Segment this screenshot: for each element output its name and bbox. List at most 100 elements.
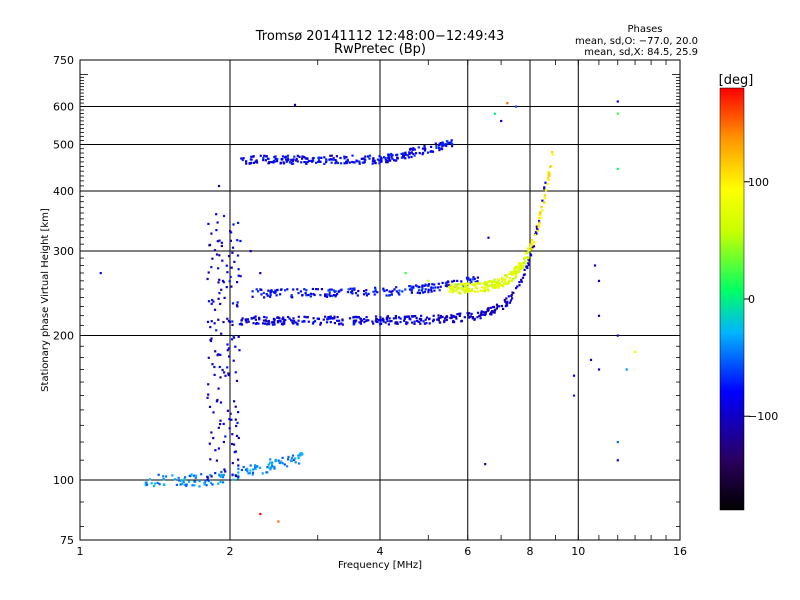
data-point	[192, 474, 195, 477]
data-point	[463, 289, 466, 293]
data-point	[431, 150, 434, 153]
data-point	[385, 289, 388, 292]
data-point	[386, 315, 389, 318]
data-point	[233, 400, 236, 403]
data-point	[220, 244, 223, 248]
data-point	[501, 276, 504, 279]
data-point	[233, 451, 236, 454]
data-point	[497, 284, 500, 287]
data-point	[268, 323, 271, 326]
data-point	[352, 287, 355, 290]
data-point	[507, 281, 510, 284]
data-point	[548, 173, 551, 176]
data-point	[226, 366, 229, 369]
data-point	[312, 156, 315, 160]
data-point	[458, 291, 461, 294]
data-point	[183, 478, 186, 481]
data-point	[234, 418, 237, 421]
data-point	[210, 302, 213, 305]
data-point	[376, 158, 379, 161]
data-point	[493, 311, 496, 314]
data-point	[388, 317, 391, 320]
data-point	[481, 289, 484, 292]
data-point	[476, 290, 479, 293]
data-point	[518, 266, 521, 269]
data-point	[451, 291, 454, 294]
data-point	[301, 155, 304, 158]
data-point	[240, 157, 243, 160]
data-point	[472, 276, 475, 279]
data-point	[211, 298, 214, 302]
data-point	[399, 317, 402, 320]
data-point	[333, 317, 336, 320]
data-point	[450, 141, 453, 144]
data-point	[325, 159, 328, 162]
data-point	[515, 287, 518, 290]
data-point	[539, 212, 542, 215]
data-point	[430, 286, 433, 289]
data-point	[307, 320, 310, 323]
data-point	[278, 461, 281, 465]
data-point	[215, 400, 218, 403]
data-point	[219, 302, 222, 305]
data-point	[460, 280, 463, 283]
data-point	[512, 271, 516, 275]
data-point	[434, 142, 437, 145]
data-point	[219, 480, 222, 483]
data-point	[287, 458, 290, 461]
y-tick-label: 750	[53, 54, 74, 67]
data-point	[367, 319, 370, 322]
data-point	[431, 283, 434, 286]
data-point	[393, 159, 396, 162]
data-point	[360, 157, 363, 160]
data-point	[449, 287, 452, 291]
data-point	[546, 177, 549, 180]
data-point	[512, 278, 515, 281]
data-point	[448, 286, 451, 289]
data-point	[426, 151, 430, 154]
data-point	[506, 282, 510, 285]
data-point	[237, 221, 240, 224]
data-point	[452, 290, 455, 293]
data-point	[508, 277, 512, 280]
data-point	[287, 158, 290, 161]
data-point	[457, 286, 461, 289]
data-point	[502, 307, 505, 310]
data-point	[193, 480, 196, 483]
data-point	[226, 317, 229, 320]
data-point	[453, 279, 456, 282]
data-point	[355, 315, 358, 318]
data-point	[206, 475, 209, 478]
data-point	[219, 419, 222, 422]
data-point	[153, 485, 156, 488]
data-point	[231, 473, 234, 476]
data-point	[254, 318, 257, 321]
data-point	[366, 155, 370, 158]
data-point	[471, 317, 474, 320]
data-point	[266, 323, 269, 326]
data-point	[240, 322, 243, 325]
data-point	[228, 280, 231, 283]
data-point	[269, 295, 272, 298]
scatter-points	[99, 100, 637, 523]
data-point	[397, 292, 400, 295]
data-point	[252, 322, 255, 325]
data-point	[410, 291, 413, 294]
data-point	[216, 221, 219, 224]
data-point	[292, 319, 295, 323]
data-point	[292, 288, 295, 291]
data-point	[303, 288, 306, 291]
data-point	[423, 284, 426, 287]
data-point	[400, 152, 403, 155]
data-point	[207, 300, 211, 303]
data-point	[484, 281, 487, 285]
data-point	[404, 288, 407, 291]
data-point	[520, 266, 523, 270]
colorbar-ticks: 100 0 −100	[744, 176, 778, 423]
data-point	[221, 259, 224, 262]
data-point	[386, 161, 389, 164]
data-point	[294, 321, 297, 324]
data-point	[226, 271, 229, 274]
data-point	[365, 316, 368, 319]
data-point	[219, 376, 222, 379]
